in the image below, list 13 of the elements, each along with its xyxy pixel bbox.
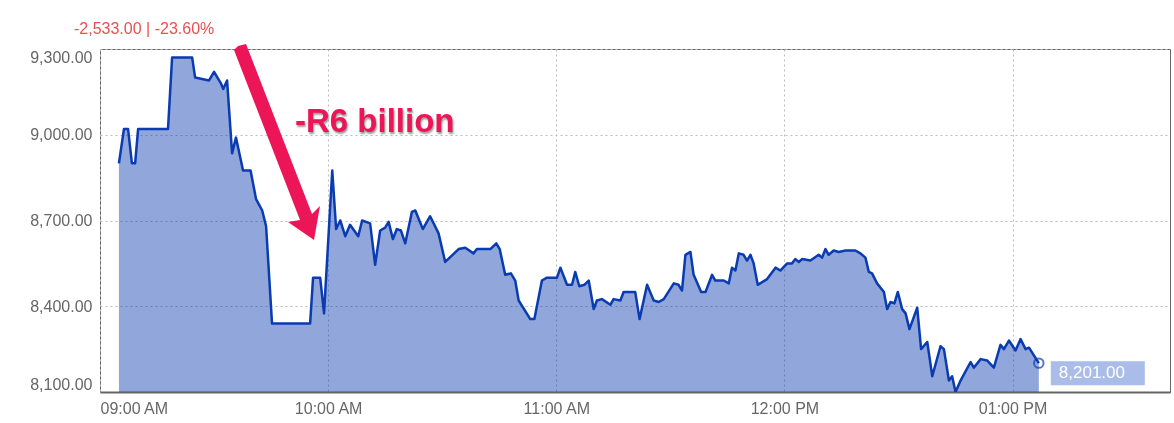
y-tick-label: 9,000.00 bbox=[30, 126, 93, 144]
text: -2,533.00 | -23.60% bbox=[74, 20, 215, 38]
x-tick-label: 12:00 PM bbox=[750, 399, 820, 417]
y-tick-label: 8,100.00 bbox=[30, 375, 93, 393]
y-tick-label: 8,400.00 bbox=[30, 297, 93, 315]
data-label: 8,201.00 bbox=[1058, 363, 1125, 383]
x-tick-label: 10:00 AM bbox=[294, 399, 363, 417]
x-tick-label: 09:00 AM bbox=[100, 399, 169, 417]
y-tick-label: 8,700.00 bbox=[30, 212, 93, 229]
x-tick-label: 01:00 PM bbox=[978, 399, 1048, 417]
y-tick-label: 9,300.00 bbox=[30, 48, 93, 66]
annotation: -R6 billion bbox=[295, 102, 455, 140]
x-tick-label: 11:00 AM bbox=[523, 399, 590, 417]
